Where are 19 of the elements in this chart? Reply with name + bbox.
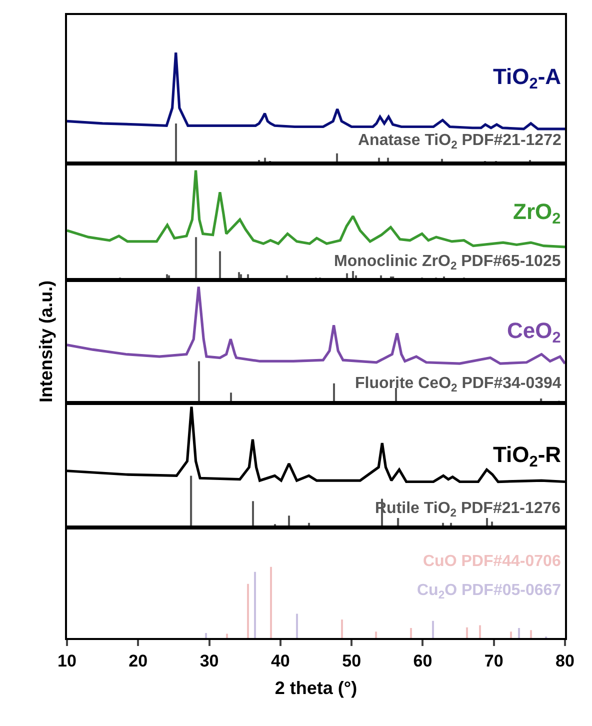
series-label: CeO$_{2}$ bbox=[507, 318, 561, 347]
series-label: Monoclinic ZrO$_{2}$ PDF#65-1025 bbox=[334, 253, 561, 272]
series-label: TiO$_{2}$-R bbox=[493, 442, 562, 471]
x-tick-label: 60 bbox=[413, 651, 432, 670]
x-tick-label: 10 bbox=[58, 651, 76, 670]
x-tick-label: 50 bbox=[342, 651, 362, 670]
x-tick-label: 70 bbox=[484, 651, 504, 670]
text: CuO PDF#44-0706 bbox=[423, 553, 561, 570]
x-axis-title: 2 theta (°) bbox=[274, 678, 358, 698]
series-label: Anatase TiO$_{2}$ PDF#21-1272 bbox=[358, 132, 562, 152]
series-label: TiO$_{2}$-A bbox=[493, 64, 562, 93]
series-label: Fluorite CeO$_{2}$ PDF#34-0394 bbox=[355, 375, 562, 394]
x-tick-label: 30 bbox=[200, 651, 219, 670]
series-label: ZrO$_{2}$ bbox=[513, 199, 561, 228]
x-tick-label: 40 bbox=[270, 651, 290, 670]
series-label: Cu$_{2}$O PDF#05-0667 bbox=[417, 582, 562, 602]
x-tick-label: 20 bbox=[128, 651, 148, 670]
x-tick-label: 80 bbox=[556, 651, 574, 670]
y-axis-title: Intensity (a.u.) bbox=[36, 280, 56, 402]
